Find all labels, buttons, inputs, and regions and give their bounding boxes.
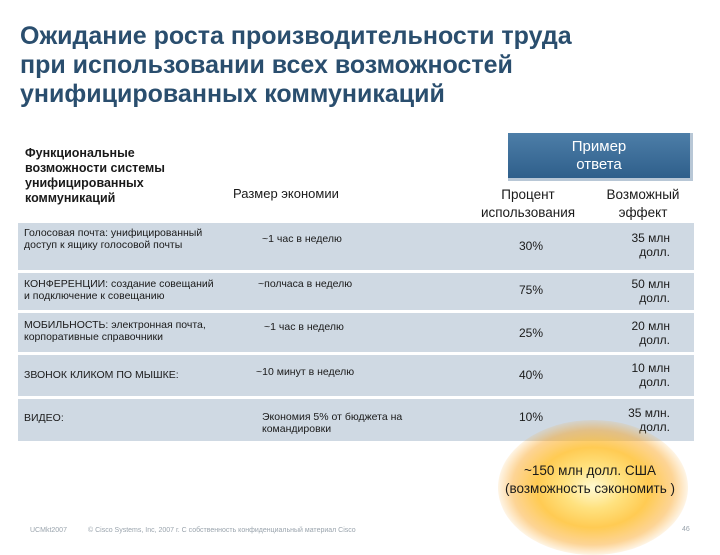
- header-possible-effect-line: Возможный: [606, 187, 680, 202]
- slide-number: 46: [682, 526, 690, 533]
- row-usage-percent: 25%: [518, 326, 544, 340]
- row-savings-size: ~1 час в неделю: [264, 321, 454, 333]
- row-possible-effect-line: 10 млн: [631, 361, 670, 375]
- row-possible-effect-line: 35 млн.: [628, 406, 670, 420]
- glow-highlight: [498, 420, 688, 555]
- header-usage-percent-line: Процент: [501, 187, 555, 202]
- example-box-line: ответа: [576, 156, 622, 173]
- header-savings-size: Размер экономии: [233, 186, 339, 201]
- table-row: Голосовая почта: унифицированный доступ …: [18, 223, 694, 270]
- header-functionality-line: коммуникаций: [25, 191, 116, 205]
- header-possible-effect: Возможный эффект: [588, 186, 698, 222]
- row-usage-percent: 30%: [518, 239, 544, 253]
- total-savings: ~150 млн долл. США (возможность сэкономи…: [440, 462, 720, 498]
- row-savings-size: ~10 минут в неделю: [256, 366, 446, 378]
- row-savings-size-line: ~10 минут в неделю: [256, 366, 355, 378]
- table-row: КОНФЕРЕНЦИИ: создание совещаний и подклю…: [18, 273, 694, 310]
- row-possible-effect-line: долл.: [639, 375, 670, 389]
- row-savings-size: ~полчаса в неделю: [258, 278, 448, 290]
- row-functionality: ВИДЕО:: [24, 412, 264, 424]
- header-functionality-line: унифицированных: [25, 176, 144, 190]
- row-savings-size: ~1 час в неделю: [262, 233, 452, 245]
- row-functionality-line: и подключение к совещанию: [24, 290, 165, 302]
- page-title: Ожидание роста производительности труда …: [20, 22, 700, 109]
- row-savings-size-line: ~полчаса в неделю: [258, 278, 353, 290]
- row-savings-size-line: ~1 час в неделю: [264, 321, 344, 333]
- row-functionality-line: доступ к ящику голосовой почты: [24, 239, 183, 251]
- total-savings-line: (возможность сэкономить ): [504, 481, 675, 496]
- row-possible-effect-line: 35 млн: [631, 231, 670, 245]
- row-possible-effect: 20 млн долл.: [590, 319, 670, 347]
- row-functionality: Голосовая почта: унифицированный доступ …: [24, 227, 264, 251]
- title-line-3: унифицированных коммуникаций: [20, 80, 445, 108]
- row-functionality-line: МОБИЛЬНОСТЬ: электронная почта,: [24, 319, 206, 331]
- row-possible-effect: 35 млн долл.: [590, 231, 670, 259]
- title-line-2: при использовании всех возможностей: [20, 51, 513, 79]
- row-possible-effect-line: долл.: [639, 420, 670, 434]
- row-savings-size-line: ~1 час в неделю: [262, 233, 342, 245]
- header-usage-percent-line: использования: [480, 205, 576, 220]
- title-line-1: Ожидание роста производительности труда: [20, 22, 572, 50]
- table-row: МОБИЛЬНОСТЬ: электронная почта, корпорат…: [18, 313, 694, 352]
- header-functionality: Функциональные возможности системы унифи…: [25, 146, 165, 206]
- row-functionality: МОБИЛЬНОСТЬ: электронная почта, корпорат…: [24, 319, 264, 343]
- row-usage-percent: 10%: [518, 410, 544, 424]
- footer-event-label: UCMkt2007: [30, 527, 67, 534]
- row-functionality-line: ЗВОНОК КЛИКОМ ПО МЫШКЕ:: [24, 369, 179, 381]
- example-answer-box: Пример ответа: [508, 133, 693, 181]
- footer-copyright: © Cisco Systems, Inc, 2007 г. С собствен…: [88, 527, 356, 534]
- row-possible-effect-line: долл.: [639, 245, 670, 259]
- row-possible-effect-line: 50 млн: [631, 277, 670, 291]
- row-usage-percent: 40%: [518, 368, 544, 382]
- header-functionality-line: возможности системы: [25, 161, 165, 175]
- header-usage-percent: Процент использования: [468, 186, 588, 222]
- row-savings-size-line: командировки: [262, 423, 332, 435]
- row-functionality: КОНФЕРЕНЦИИ: создание совещаний и подклю…: [24, 278, 264, 302]
- header-functionality-line: Функциональные: [25, 146, 135, 160]
- row-possible-effect: 10 млн долл.: [590, 361, 670, 389]
- row-functionality-line: корпоративные справочники: [24, 331, 163, 343]
- total-savings-line: ~150 млн долл. США: [524, 463, 656, 478]
- example-box-line: Пример: [571, 138, 627, 155]
- row-functionality-line: Голосовая почта: унифицированный: [24, 227, 203, 239]
- row-savings-size: Экономия 5% от бюджета на командировки: [262, 411, 452, 435]
- slide: Ожидание роста производительности труда …: [18, 22, 720, 555]
- row-usage-percent: 75%: [518, 283, 544, 297]
- row-functionality-line: КОНФЕРЕНЦИИ: создание совещаний: [24, 278, 214, 290]
- row-possible-effect-line: долл.: [639, 333, 670, 347]
- row-possible-effect-line: 20 млн: [631, 319, 670, 333]
- row-possible-effect-line: долл.: [639, 291, 670, 305]
- table-row: ЗВОНОК КЛИКОМ ПО МЫШКЕ: ~10 минут в неде…: [18, 355, 694, 396]
- row-functionality-line: ВИДЕО:: [24, 412, 64, 424]
- row-functionality: ЗВОНОК КЛИКОМ ПО МЫШКЕ:: [24, 369, 264, 381]
- header-possible-effect-line: эффект: [618, 205, 668, 220]
- row-savings-size-line: Экономия 5% от бюджета на: [262, 411, 403, 423]
- row-possible-effect: 35 млн. долл.: [590, 406, 670, 434]
- row-possible-effect: 50 млн долл.: [590, 277, 670, 305]
